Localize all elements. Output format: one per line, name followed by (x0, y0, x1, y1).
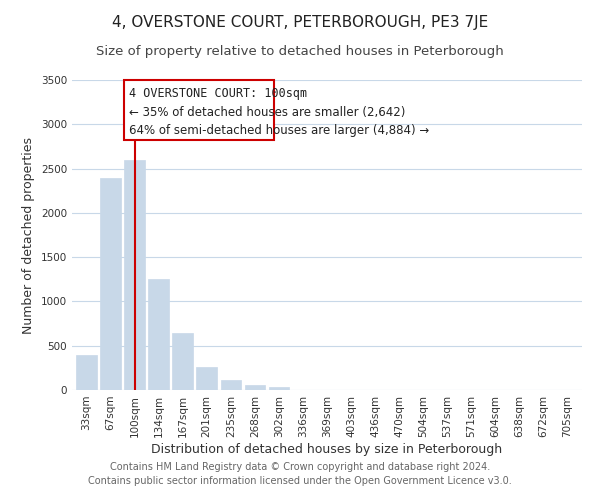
Bar (172, 334, 193, 390)
Text: Contains HM Land Registry data © Crown copyright and database right 2024.: Contains HM Land Registry data © Crown c… (110, 462, 490, 472)
Bar (221, 380, 241, 390)
Text: Size of property relative to detached houses in Peterborough: Size of property relative to detached ho… (96, 45, 504, 58)
Bar (76, 356, 97, 390)
Bar (100, 178, 121, 390)
Text: 4 OVERSTONE COURT: 100sqm: 4 OVERSTONE COURT: 100sqm (129, 87, 307, 100)
Bar (196, 367, 217, 390)
Text: ← 35% of detached houses are smaller (2,642): ← 35% of detached houses are smaller (2,… (129, 106, 405, 118)
Bar (269, 388, 289, 390)
Text: 4, OVERSTONE COURT, PETERBOROUGH, PE3 7JE: 4, OVERSTONE COURT, PETERBOROUGH, PE3 7J… (112, 15, 488, 30)
Text: 64% of semi-detached houses are larger (4,884) →: 64% of semi-detached houses are larger (… (129, 124, 429, 138)
Bar (124, 160, 145, 390)
Text: Contains public sector information licensed under the Open Government Licence v3: Contains public sector information licen… (88, 476, 512, 486)
Y-axis label: Number of detached properties: Number of detached properties (22, 136, 35, 334)
Bar (148, 280, 169, 390)
X-axis label: Distribution of detached houses by size in Peterborough: Distribution of detached houses by size … (151, 442, 503, 456)
Bar (245, 385, 265, 390)
FancyBboxPatch shape (124, 80, 274, 140)
